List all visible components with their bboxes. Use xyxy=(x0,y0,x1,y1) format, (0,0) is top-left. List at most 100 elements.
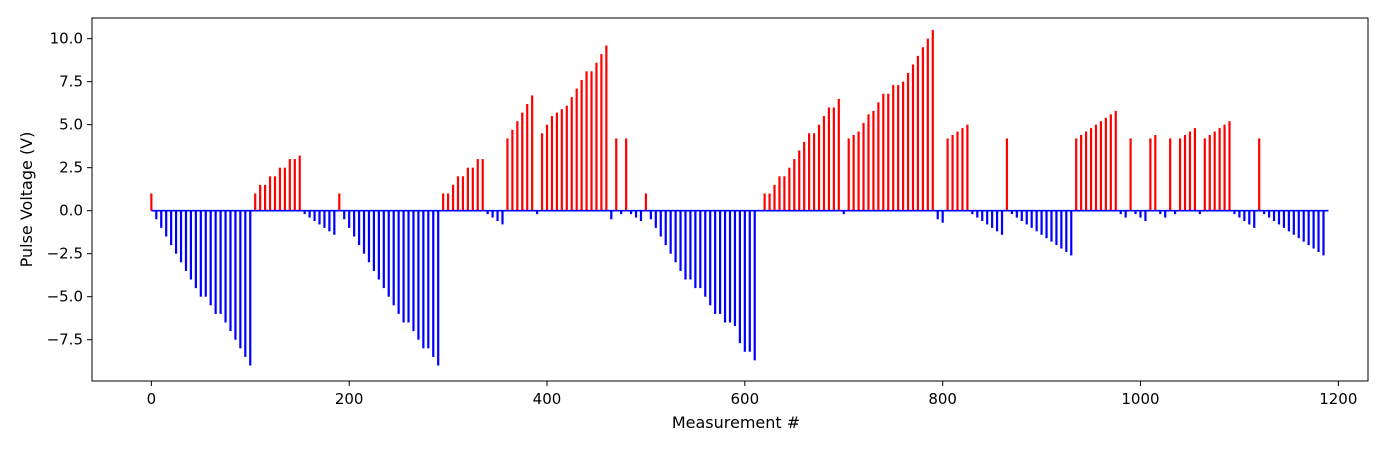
bar xyxy=(956,131,959,211)
bar xyxy=(649,210,652,220)
bar xyxy=(303,210,306,215)
bar xyxy=(219,210,222,314)
bar xyxy=(1198,210,1201,215)
bar xyxy=(486,210,489,215)
bar xyxy=(902,81,905,211)
bar xyxy=(733,210,737,326)
bar xyxy=(328,210,331,232)
bar xyxy=(313,210,316,221)
bar xyxy=(793,159,796,211)
bar xyxy=(491,210,494,218)
bar xyxy=(254,193,257,211)
bar xyxy=(629,210,633,215)
bar xyxy=(639,210,643,221)
bar xyxy=(456,176,460,211)
bar xyxy=(437,210,440,366)
bar xyxy=(788,167,791,211)
bar xyxy=(654,210,657,228)
bar xyxy=(1040,210,1043,235)
bar xyxy=(1010,210,1014,215)
bar xyxy=(174,210,178,254)
bar xyxy=(461,176,465,211)
x-tick-label: 1000 xyxy=(1121,390,1159,408)
y-tick-label: −5.0 xyxy=(47,288,83,306)
bar xyxy=(951,134,954,211)
bar xyxy=(778,176,781,211)
bar xyxy=(204,210,207,297)
bar xyxy=(214,210,217,314)
bar xyxy=(367,210,371,263)
bar xyxy=(1149,138,1152,211)
bar xyxy=(931,30,934,211)
bar xyxy=(155,210,158,220)
bar xyxy=(743,210,746,352)
bar xyxy=(501,210,504,225)
bar xyxy=(1060,210,1063,249)
bar xyxy=(1119,210,1122,215)
bar xyxy=(357,210,361,246)
bar xyxy=(1272,210,1276,221)
bar xyxy=(897,85,900,211)
bar xyxy=(1322,210,1325,256)
bar xyxy=(620,210,623,215)
bar xyxy=(981,210,984,221)
bar xyxy=(714,210,717,314)
bar xyxy=(882,93,885,211)
bar xyxy=(753,210,756,361)
x-tick-label: 800 xyxy=(928,390,957,408)
bar xyxy=(916,55,920,211)
x-tick-label: 400 xyxy=(533,390,562,408)
bar xyxy=(674,210,677,263)
bar xyxy=(585,71,588,211)
bar xyxy=(298,155,301,211)
bar xyxy=(659,210,662,237)
bar xyxy=(422,210,425,349)
bar xyxy=(595,62,598,211)
bar xyxy=(150,193,153,211)
bar xyxy=(560,109,563,211)
bar xyxy=(812,133,816,211)
bar xyxy=(768,193,771,211)
bar xyxy=(1203,138,1206,211)
bar xyxy=(451,184,455,211)
bar xyxy=(511,129,514,211)
bar xyxy=(1104,117,1107,211)
bar xyxy=(575,88,578,211)
bar xyxy=(728,210,732,323)
bar xyxy=(392,210,395,306)
bar xyxy=(264,184,267,211)
y-tick-label: 7.5 xyxy=(59,73,83,91)
y-tick-label: 10.0 xyxy=(50,30,83,48)
bar xyxy=(798,150,801,211)
bar xyxy=(1183,134,1187,211)
y-axis-ticks: −7.5 −5.0 −2.5 0.0 2.5 5.0 7.5 10.0 xyxy=(47,30,92,349)
bar xyxy=(1099,121,1103,211)
bar xyxy=(1208,134,1211,211)
plot-frame xyxy=(91,17,1369,382)
bar xyxy=(199,210,202,297)
bar xyxy=(377,210,380,280)
bar xyxy=(224,210,227,323)
bar xyxy=(1124,210,1127,218)
y-tick-label: −2.5 xyxy=(47,245,83,263)
bar xyxy=(362,210,366,254)
bar xyxy=(783,176,786,211)
bar xyxy=(694,210,697,289)
bar xyxy=(1065,210,1068,252)
bar xyxy=(852,134,855,211)
bar xyxy=(318,210,321,225)
bar xyxy=(1307,210,1310,246)
bar xyxy=(1213,131,1216,211)
bar xyxy=(1015,210,1018,218)
bar xyxy=(432,210,435,357)
bar xyxy=(283,167,286,211)
bar xyxy=(1312,210,1315,249)
bar xyxy=(580,79,583,211)
bar xyxy=(1253,210,1256,228)
bar xyxy=(817,124,821,211)
bar xyxy=(1292,210,1295,235)
bar xyxy=(803,141,806,211)
bar xyxy=(1139,210,1142,218)
bar xyxy=(531,95,534,211)
